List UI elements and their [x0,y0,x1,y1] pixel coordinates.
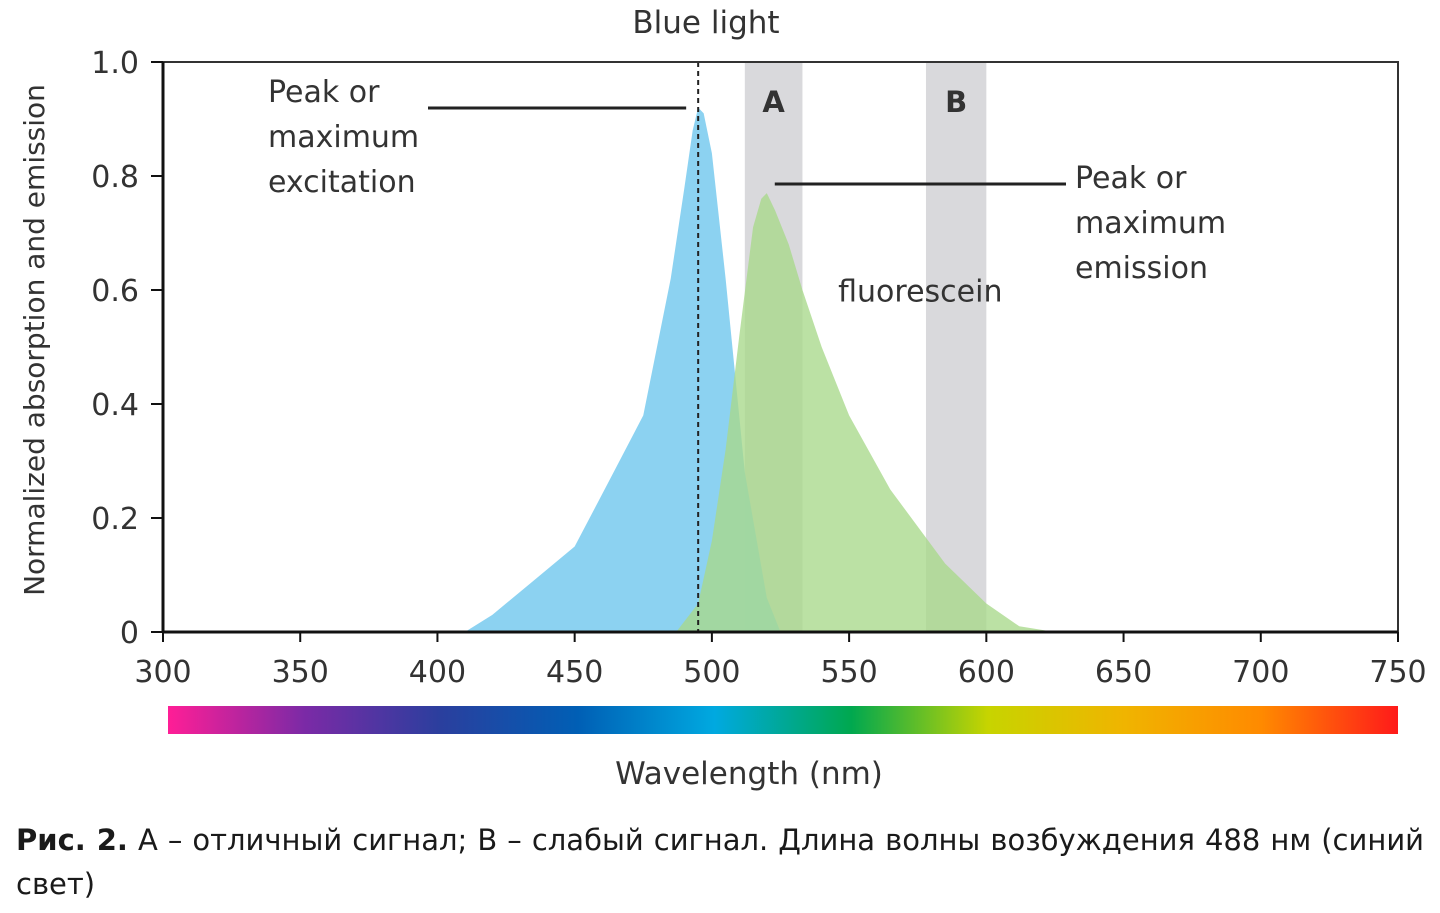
annotation-emission: Peak or maximum emission [1075,161,1226,286]
y-tick-label: 0.6 [91,274,139,309]
band-label-b: B [945,85,967,119]
x-tick-label: 600 [958,655,1015,690]
figure-caption: Рис. 2. А – отличный сигнал; В – слабый … [16,818,1424,906]
y-tick-label: 0.8 [91,160,139,195]
x-axis-label: Wavelength (nm) [615,756,883,792]
x-tick-label: 700 [1232,655,1289,690]
x-tick-label: 400 [409,655,466,690]
y-tick-label: 0.2 [91,502,139,537]
fluorescence-spectrum-chart: A B fluorescein 300 350 400 450 500 550 600 650 7… [18,5,1427,792]
chart-title: Blue light [632,5,779,41]
x-tick-label: 500 [683,655,740,690]
figure: A B fluorescein 300 350 400 450 500 550 600 650 7… [18,5,1427,792]
y-axis-label: Normalized absorption and emission [18,84,51,596]
x-tick-label: 350 [272,655,329,690]
band-b [925,62,987,632]
annotation-excitation: Peak or maximum excitation [268,75,419,200]
caption-text: А – отличный сигнал; В – слабый сигнал. … [16,823,1425,901]
y-tick-label: 0.4 [91,388,139,423]
x-tick-label: 750 [1369,655,1426,690]
x-tick-label: 650 [1095,655,1152,690]
emission-area [676,193,1055,632]
caption-lead: Рис. 2. [16,823,128,857]
spectrum-color-bar [168,706,1398,734]
excitation-area [464,107,781,633]
x-tick-label: 550 [820,655,877,690]
y-tick-label: 0 [120,616,139,651]
x-tick-label: 450 [546,655,603,690]
y-tick-label: 1.0 [91,46,139,81]
band-label-a: A [762,85,785,119]
x-tick-label: 300 [134,655,191,690]
series-label-fluorescein: fluorescein [838,274,1002,309]
